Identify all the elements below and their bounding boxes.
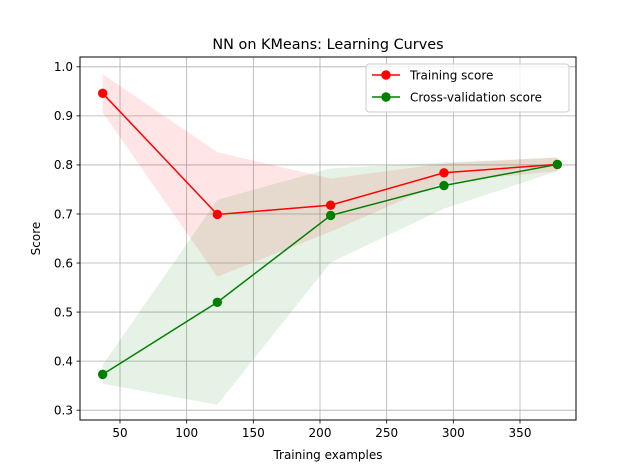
plot-frame [79,56,577,421]
x-tick-label: 50 [112,426,127,440]
y-tick-label: 1.0 [54,60,73,74]
grid [80,57,576,420]
x-tick-label: 100 [175,426,198,440]
series-points [97,88,563,380]
legend-training-score-label: Training score [409,68,493,82]
legend-entries: Training score Cross-validation score [372,68,542,104]
x-tick-label: 350 [509,426,532,440]
x-axis-label: Training examples [272,448,382,462]
x-tick-label: 150 [242,426,265,440]
cross-validation-score-point [97,369,108,380]
x-axis-ticks: 50 100 150 200 250 300 350 [112,420,531,440]
legend-cross-validation-score-label: Cross-validation score [410,90,542,104]
cross-validation-score-band [102,157,558,405]
chart-title: NN on KMeans: Learning Curves [212,37,443,53]
cross-validation-score-point [552,159,563,170]
y-tick-label: 0.3 [54,403,73,417]
y-tick-label: 0.4 [54,354,73,368]
legend-training-score-marker [381,70,391,80]
x-tick-label: 250 [375,426,398,440]
legend-cross-validation-score-marker [381,92,391,102]
training-score-point [97,88,108,99]
training-score-point [212,209,223,220]
legend-box [365,63,570,113]
y-axis-label: Score [29,222,43,256]
y-tick-label: 0.9 [54,109,73,123]
training-score-point [325,200,336,210]
y-tick-label: 0.5 [54,305,73,319]
confidence-bands [102,74,558,405]
y-tick-label: 0.8 [54,158,73,172]
x-tick-label: 300 [442,426,465,440]
cross-validation-score-point [325,210,336,221]
cross-validation-score-point [439,180,449,191]
y-tick-label: 0.6 [54,256,73,270]
x-tick-label: 200 [309,426,332,440]
y-axis-ticks: 0.3 0.4 0.5 0.6 0.7 0.8 0.9 1.0 [54,60,80,417]
cross-validation-score-point [212,297,223,307]
training-score-band [102,74,558,277]
training-score-point [439,168,449,178]
y-tick-label: 0.7 [54,207,73,221]
legend: Training score Cross-validation score [365,63,570,113]
